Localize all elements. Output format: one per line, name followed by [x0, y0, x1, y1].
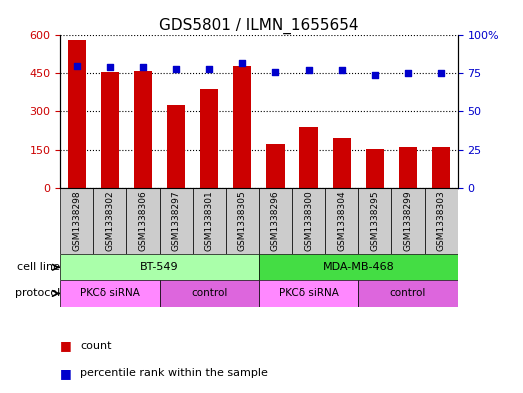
Text: GSM1338305: GSM1338305 [238, 191, 247, 251]
Text: PKCδ siRNA: PKCδ siRNA [80, 288, 140, 298]
Bar [391, 187, 425, 254]
Point [73, 62, 81, 69]
Text: ■: ■ [60, 339, 72, 353]
Text: BT-549: BT-549 [140, 262, 179, 272]
Point [271, 69, 280, 75]
Text: GSM1338301: GSM1338301 [204, 191, 214, 251]
Text: MDA-MB-468: MDA-MB-468 [322, 262, 394, 272]
Point [404, 70, 412, 77]
Text: PKCδ siRNA: PKCδ siRNA [279, 288, 338, 298]
Bar [60, 280, 160, 307]
Text: GSM1338302: GSM1338302 [105, 191, 115, 251]
Text: GSM1338303: GSM1338303 [437, 191, 446, 251]
Bar [300, 127, 317, 187]
Text: GSM1338297: GSM1338297 [172, 191, 180, 251]
Text: GSM1338299: GSM1338299 [403, 191, 413, 251]
Bar [134, 72, 152, 187]
Text: cell line: cell line [17, 262, 60, 272]
Bar [325, 187, 358, 254]
Point [437, 70, 445, 77]
Point [139, 64, 147, 70]
Title: GDS5801 / ILMN_1655654: GDS5801 / ILMN_1655654 [159, 18, 359, 34]
Point [371, 72, 379, 78]
Bar [67, 40, 86, 187]
Text: GSM1338300: GSM1338300 [304, 191, 313, 251]
Bar [60, 187, 93, 254]
Bar [160, 280, 259, 307]
Bar [425, 187, 458, 254]
Bar [358, 187, 391, 254]
Text: control: control [390, 288, 426, 298]
Text: control: control [191, 288, 228, 298]
Point [238, 60, 246, 66]
Bar [233, 66, 252, 187]
Point [337, 67, 346, 73]
Bar [266, 145, 285, 187]
Bar [101, 72, 119, 187]
Bar [200, 89, 218, 187]
Text: count: count [80, 341, 111, 351]
Text: GSM1338298: GSM1338298 [72, 191, 81, 251]
Text: protocol: protocol [15, 288, 60, 298]
Text: GSM1338304: GSM1338304 [337, 191, 346, 251]
Bar [127, 187, 160, 254]
Bar [399, 147, 417, 187]
Bar [366, 149, 384, 187]
Text: GSM1338295: GSM1338295 [370, 191, 379, 251]
Text: GSM1338296: GSM1338296 [271, 191, 280, 251]
Bar [259, 187, 292, 254]
Text: percentile rank within the sample: percentile rank within the sample [80, 368, 268, 378]
Bar [292, 187, 325, 254]
Bar [259, 280, 358, 307]
Bar [226, 187, 259, 254]
Text: ■: ■ [60, 367, 72, 380]
Bar [333, 138, 351, 187]
Bar [192, 187, 226, 254]
Bar [167, 105, 185, 187]
Bar [432, 147, 450, 187]
Point [304, 67, 313, 73]
Bar [358, 280, 458, 307]
Bar [60, 254, 259, 280]
Bar [93, 187, 127, 254]
Bar [160, 187, 192, 254]
Point [172, 66, 180, 72]
Point [205, 66, 213, 72]
Text: GSM1338306: GSM1338306 [139, 191, 147, 251]
Bar [259, 254, 458, 280]
Point [106, 64, 114, 70]
